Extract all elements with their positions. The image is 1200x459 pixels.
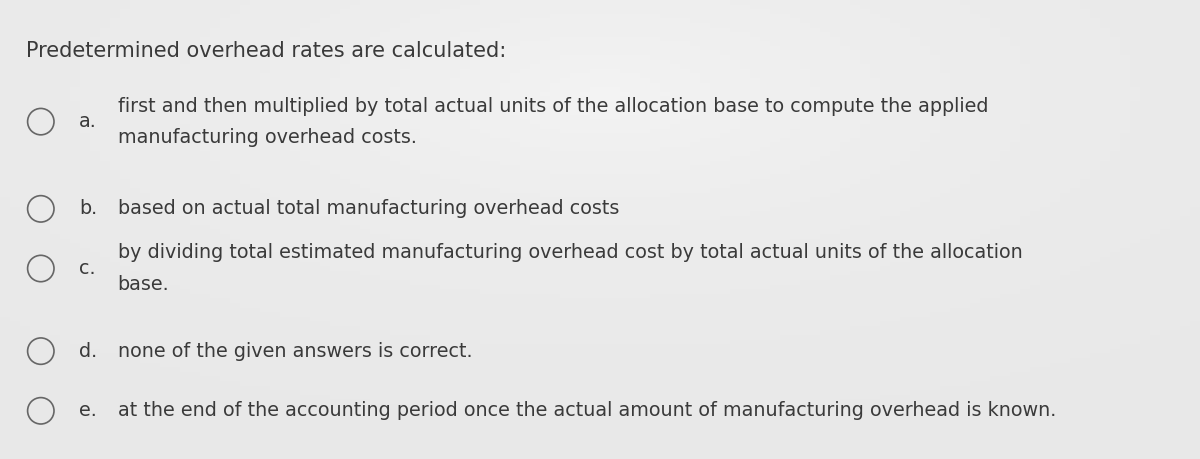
Text: at the end of the accounting period once the actual amount of manufacturing over: at the end of the accounting period once…	[118, 401, 1056, 420]
Text: Predetermined overhead rates are calculated:: Predetermined overhead rates are calcula…	[26, 41, 506, 62]
Text: c.: c.	[79, 259, 96, 278]
Text: manufacturing overhead costs.: manufacturing overhead costs.	[118, 128, 416, 147]
Text: b.: b.	[79, 199, 97, 218]
Text: e.: e.	[79, 401, 97, 420]
Text: none of the given answers is correct.: none of the given answers is correct.	[118, 341, 473, 361]
Text: d.: d.	[79, 341, 97, 361]
Text: based on actual total manufacturing overhead costs: based on actual total manufacturing over…	[118, 199, 619, 218]
Text: a.: a.	[79, 112, 97, 131]
Text: base.: base.	[118, 274, 169, 294]
Text: first and then multiplied by total actual units of the allocation base to comput: first and then multiplied by total actua…	[118, 96, 988, 116]
Text: by dividing total estimated manufacturing overhead cost by total actual units of: by dividing total estimated manufacturin…	[118, 243, 1022, 263]
